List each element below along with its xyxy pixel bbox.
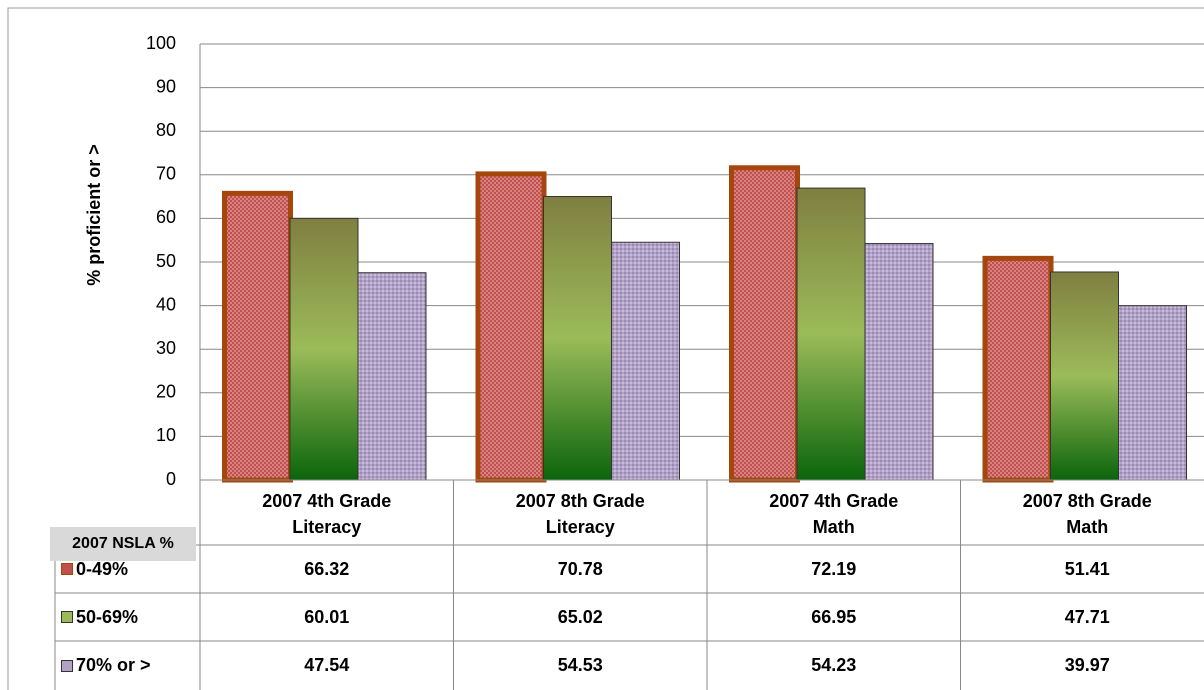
y-tick-label: 50	[156, 251, 176, 271]
table-cell: 54.23	[811, 655, 857, 675]
y-tick-label: 90	[156, 76, 176, 96]
y-tick-label: 100	[146, 33, 176, 53]
table-cell: 70.78	[557, 558, 603, 579]
table-cell: 47.54	[304, 655, 350, 675]
y-tick-label: 0	[166, 469, 176, 489]
y-tick-label: 20	[156, 382, 176, 402]
bar	[475, 171, 547, 483]
legend-entry: 50-69%	[55, 593, 200, 641]
bar	[1050, 271, 1119, 481]
table-cell: 39.97	[1064, 655, 1110, 675]
y-tick-label: 40	[156, 294, 176, 314]
bar	[796, 187, 866, 481]
legend-entry: 0-49%	[55, 545, 200, 593]
x-tick-label: 2007 4th Grade Math	[769, 491, 899, 537]
bar	[1118, 305, 1187, 481]
legend-label: 50-69%	[76, 606, 139, 627]
table-cell: 51.41	[1064, 558, 1110, 579]
bar	[222, 190, 293, 483]
legend-swatch	[61, 659, 73, 672]
y-tick-label: 70	[156, 164, 176, 184]
table-cell: 66.32	[304, 558, 350, 579]
table-label: 2007 NSLA %	[72, 535, 174, 552]
table-label-bg	[50, 527, 196, 561]
y-axis-title: % proficient or >	[84, 144, 104, 286]
bar	[729, 165, 800, 483]
table-cell: 66.95	[811, 606, 857, 627]
x-tick-label: 2007 4th Grade Literacy	[262, 491, 392, 537]
legend-label: 70% or >	[76, 655, 151, 675]
table-cell: 65.02	[557, 606, 603, 627]
bar	[357, 272, 427, 481]
y-tick-label: 10	[156, 425, 176, 445]
x-tick-label: 2007 8th Grade Math	[1022, 491, 1152, 537]
legend-entry: 70% or >	[55, 641, 200, 690]
bar	[611, 241, 680, 481]
bar	[864, 243, 934, 481]
legend-swatch	[61, 563, 73, 575]
table-cell: 54.53	[557, 655, 603, 675]
table-cell: 72.19	[811, 558, 857, 579]
bar	[289, 217, 359, 481]
legend-label: 0-49%	[76, 558, 129, 579]
y-tick-label: 80	[156, 120, 176, 140]
y-tick-label: 60	[156, 207, 176, 227]
table-cell: 47.71	[1064, 606, 1110, 627]
x-tick-label: 2007 8th Grade Literacy	[515, 491, 645, 537]
legend-swatch	[61, 611, 73, 623]
bar	[543, 196, 612, 481]
table-cell: 60.01	[304, 606, 350, 627]
bar	[982, 255, 1054, 483]
frame	[7, 7, 1204, 690]
y-tick-label: 30	[156, 338, 176, 358]
